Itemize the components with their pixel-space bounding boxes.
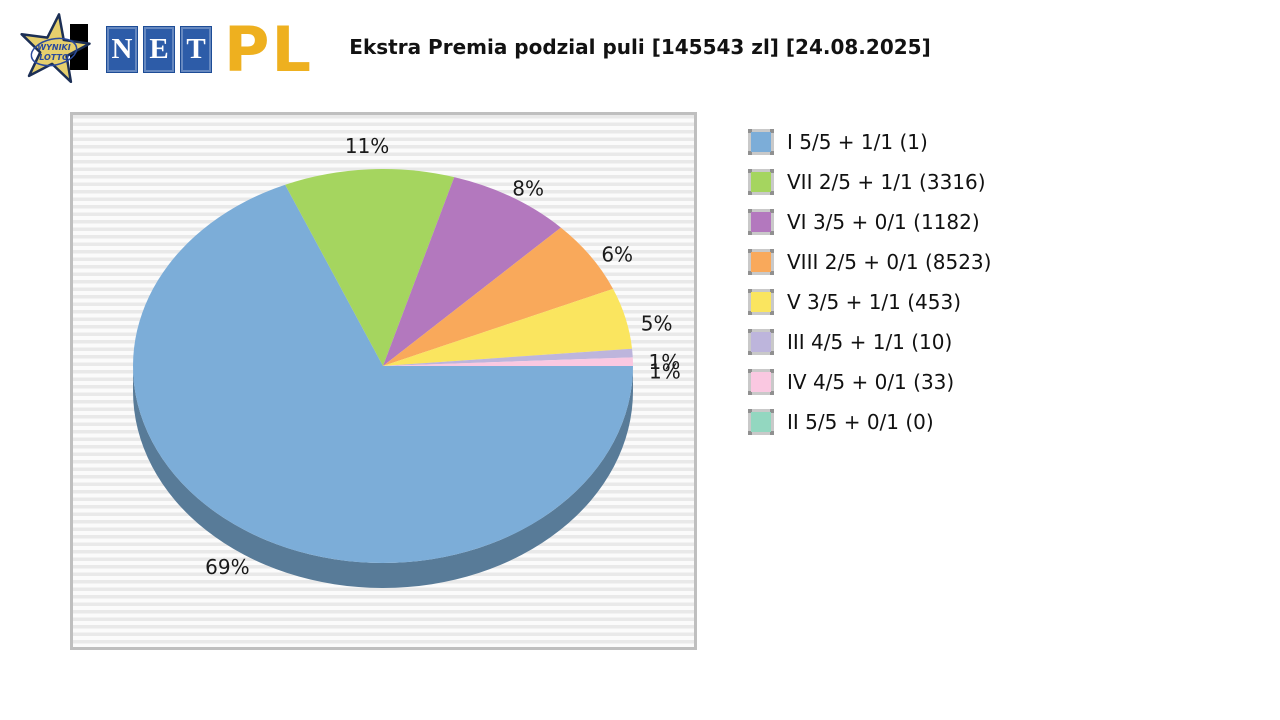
legend-label-5: III 4/5 + 1/1 (10)	[787, 330, 953, 354]
logo-tile-t: T	[180, 25, 212, 73]
pie-percent-label-0: 69%	[205, 555, 249, 579]
logo-suffix: PL	[224, 12, 313, 86]
star-text-wyniki: WYNIKI	[37, 43, 70, 52]
star-shape	[20, 13, 91, 84]
star-oval	[30, 37, 78, 67]
legend-swatch-color	[751, 132, 771, 152]
pie-slice-3	[383, 227, 614, 366]
pie-slice-5	[383, 348, 633, 366]
legend-label-0: I 5/5 + 1/1 (1)	[787, 130, 928, 154]
legend-swatch-4	[748, 289, 774, 315]
chart-title: Ekstra Premia podzial puli [145543 zl] […	[349, 35, 931, 59]
legend-swatch-color	[751, 332, 771, 352]
pie-percent-label-3: 6%	[601, 243, 633, 267]
pie-percent-label-5: 1%	[649, 350, 681, 374]
logo-tile-n: N	[106, 25, 138, 73]
pie-chart: 69% 11% 8% 6% 5% 1%1%	[133, 134, 681, 588]
legend-item-5: III 4/5 + 1/1 (10)	[748, 322, 991, 362]
legend-label-3: VIII 2/5 + 0/1 (8523)	[787, 250, 992, 274]
pie-slice-1	[285, 168, 455, 366]
legend-item-1: VII 2/5 + 1/1 (3316)	[748, 162, 991, 202]
pie-slice-2	[383, 177, 561, 366]
legend-swatch-color	[751, 372, 771, 392]
logo-tile-e: E	[143, 25, 175, 73]
star-text-lotto: LOTTO	[39, 53, 69, 62]
legend-item-0: I 5/5 + 1/1 (1)	[748, 122, 991, 162]
legend-label-1: VII 2/5 + 1/1 (3316)	[787, 170, 986, 194]
legend-item-6: IV 4/5 + 0/1 (33)	[748, 362, 991, 402]
legend-swatch-color	[751, 252, 771, 272]
legend-label-6: IV 4/5 + 0/1 (33)	[787, 370, 955, 394]
pie-percent-label-2: 8%	[512, 177, 544, 201]
pie-percent-label-1: 11%	[345, 134, 389, 158]
pie-slice-0	[133, 184, 633, 563]
legend-swatch-color	[751, 172, 771, 192]
legend-swatch-color	[751, 212, 771, 232]
chart-panel: 69% 11% 8% 6% 5% 1% 1%	[70, 112, 697, 650]
pie-slice-6	[383, 357, 633, 366]
legend-item-4: V 3/5 + 1/1 (453)	[748, 282, 991, 322]
legend-swatch-0	[748, 129, 774, 155]
legend-label-4: V 3/5 + 1/1 (453)	[787, 290, 962, 314]
legend-swatch-color	[751, 412, 771, 432]
legend-label-2: VI 3/5 + 0/1 (1182)	[787, 210, 980, 234]
legend-swatch-6	[748, 369, 774, 395]
legend-swatch-1	[748, 169, 774, 195]
legend-swatch-5	[748, 329, 774, 355]
legend-swatch-7	[748, 409, 774, 435]
legend-item-3: VIII 2/5 + 0/1 (8523)	[748, 242, 991, 282]
legend-label-7: II 5/5 + 0/1 (0)	[787, 410, 934, 434]
chart-legend: I 5/5 + 1/1 (1) VII 2/5 + 1/1 (3316) VI 3/…	[748, 122, 991, 442]
legend-swatch-3	[748, 249, 774, 275]
pie-percent-label-4: 5%	[641, 311, 673, 335]
legend-item-7: II 5/5 + 0/1 (0)	[748, 402, 991, 442]
pie-slice-4	[383, 288, 633, 366]
legend-swatch-color	[751, 292, 771, 312]
legend-item-2: VI 3/5 + 0/1 (1182)	[748, 202, 991, 242]
legend-swatch-2	[748, 209, 774, 235]
pie-percent-label-6: 1%	[649, 360, 681, 384]
lotto-star-icon: WYNIKI LOTTO	[14, 6, 98, 92]
